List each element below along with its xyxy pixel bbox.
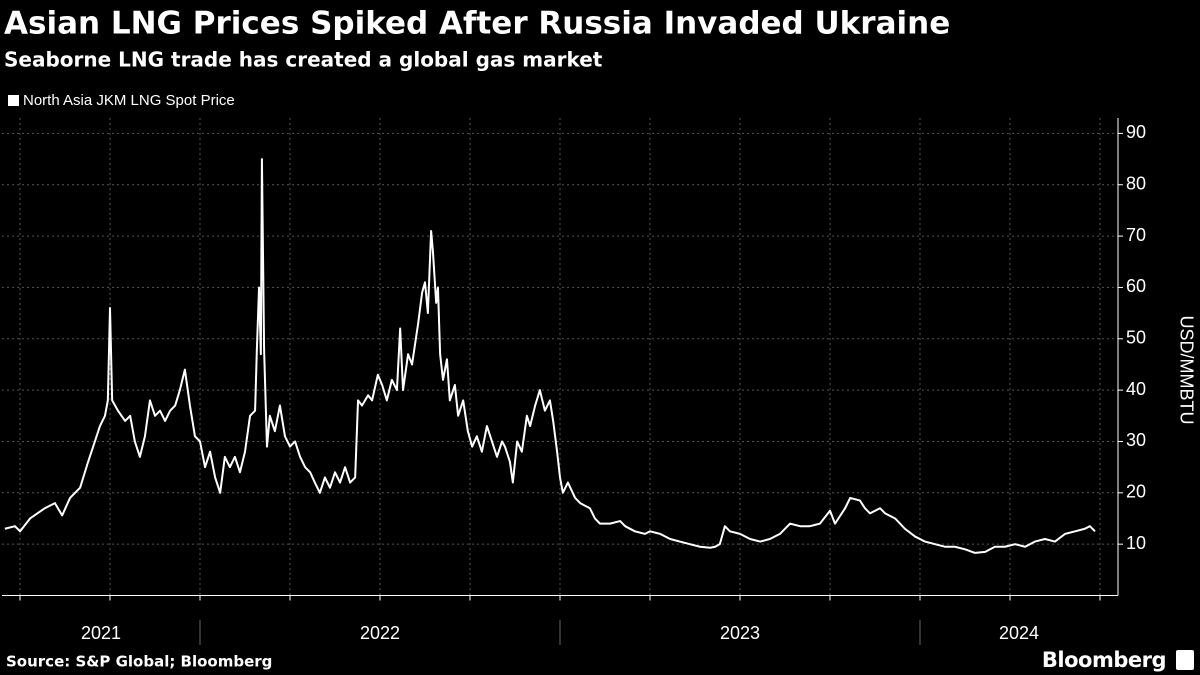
y-tick-label: 20 bbox=[1126, 482, 1146, 502]
x-tick-label: 2022 bbox=[360, 623, 400, 643]
source: Source: S&P Global; Bloomberg bbox=[6, 653, 272, 671]
y-tick-label: 50 bbox=[1126, 328, 1146, 348]
legend-label: North Asia JKM LNG Spot Price bbox=[23, 92, 235, 109]
y-tick-label: 70 bbox=[1126, 225, 1146, 245]
chart-subtitle: Seaborne LNG trade has created a global … bbox=[4, 48, 603, 72]
chart-title: Asian LNG Prices Spiked After Russia Inv… bbox=[4, 6, 950, 42]
price-line bbox=[4, 158, 1096, 554]
x-tick-label: 2024 bbox=[999, 623, 1039, 643]
y-tick-label: 80 bbox=[1126, 173, 1146, 193]
x-tick-label: 2023 bbox=[720, 623, 760, 643]
brand: Bloomberg bbox=[1042, 648, 1166, 672]
x-tick-label: 2021 bbox=[81, 623, 121, 643]
y-tick-label: 30 bbox=[1126, 430, 1146, 450]
y-tick-label: 40 bbox=[1126, 379, 1146, 399]
y-axis-label: USD/MMBTU bbox=[1176, 316, 1196, 425]
y-tick-label: 90 bbox=[1126, 122, 1146, 142]
legend-swatch bbox=[8, 95, 19, 106]
y-tick-label: 10 bbox=[1126, 533, 1146, 553]
brand-icon bbox=[1176, 650, 1194, 670]
y-tick-label: 60 bbox=[1126, 276, 1146, 296]
